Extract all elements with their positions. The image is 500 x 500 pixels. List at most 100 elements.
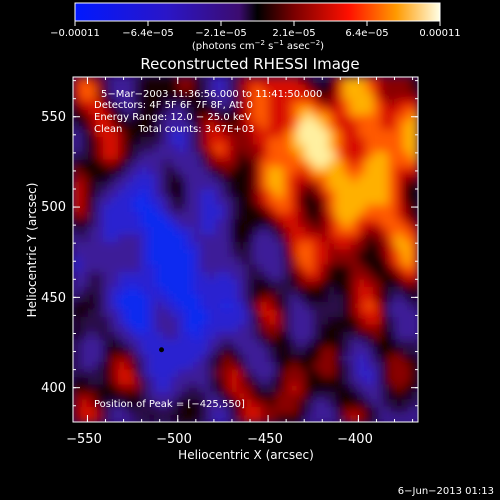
heat-cell [193, 392, 202, 401]
heat-cell [178, 249, 187, 258]
heat-cell [73, 309, 82, 318]
heat-cell [148, 384, 157, 393]
heat-cell [268, 144, 277, 153]
heat-cell [275, 114, 284, 123]
heat-cell [283, 332, 292, 341]
heat-cell [313, 219, 322, 228]
heat-cell [298, 174, 307, 183]
heat-cell [80, 384, 89, 393]
heat-cell [88, 137, 97, 146]
heat-cell [230, 414, 239, 422]
heat-cell [283, 287, 292, 296]
heat-cell [193, 234, 202, 243]
heat-cell [200, 249, 209, 258]
heat-cell [395, 182, 404, 191]
heat-cell [305, 92, 314, 101]
heat-cell [275, 129, 284, 138]
heat-cell [170, 369, 179, 378]
heat-cell [73, 407, 82, 416]
heat-cell [223, 302, 232, 311]
heat-cell [185, 272, 194, 281]
heat-cell [133, 212, 142, 221]
heat-cell [365, 272, 374, 281]
heat-cell [148, 287, 157, 296]
heat-cell [328, 107, 337, 116]
heat-cell [230, 294, 239, 303]
heat-cell [80, 242, 89, 251]
heat-cell [185, 249, 194, 258]
heat-cell [403, 159, 412, 168]
heat-cell [410, 384, 418, 393]
heat-cell [88, 347, 97, 356]
heat-cell [238, 287, 247, 296]
heat-cell [193, 144, 202, 153]
heat-cell [305, 309, 314, 318]
heat-cell [260, 204, 269, 213]
heat-cell [403, 354, 412, 363]
heat-cell [343, 324, 352, 333]
heat-cell [155, 182, 164, 191]
heat-cell [253, 242, 262, 251]
heat-cell [380, 257, 389, 266]
heat-cell [350, 407, 359, 416]
heat-cell [118, 302, 127, 311]
heat-cell [245, 362, 254, 371]
heat-cell [373, 414, 382, 422]
heat-cell [373, 197, 382, 206]
heat-cell [95, 227, 104, 236]
heat-cell [133, 257, 142, 266]
heat-cell [178, 287, 187, 296]
heat-cell [163, 159, 172, 168]
heat-cell [223, 377, 232, 386]
heat-cell [388, 242, 397, 251]
heat-cell [88, 144, 97, 153]
heat-cell [148, 294, 157, 303]
heat-cell [208, 144, 217, 153]
heat-cell [260, 197, 269, 206]
heat-cell [215, 242, 224, 251]
heat-cell [320, 99, 329, 108]
heat-cell [343, 354, 352, 363]
heat-cell [125, 144, 134, 153]
heat-cell [88, 362, 97, 371]
heat-cell [290, 167, 299, 176]
heat-cell [380, 294, 389, 303]
heat-cell [305, 204, 314, 213]
heat-cell [118, 377, 127, 386]
heat-cell [185, 279, 194, 288]
heat-cell [110, 294, 119, 303]
heat-cell [410, 77, 418, 86]
heat-cell [245, 407, 254, 416]
heat-cell [215, 272, 224, 281]
heat-cell [185, 182, 194, 191]
heat-cell [380, 197, 389, 206]
heat-cell [110, 414, 119, 422]
heat-cell [80, 114, 89, 123]
heat-cell [275, 264, 284, 273]
heat-cell [245, 242, 254, 251]
heat-cell [328, 167, 337, 176]
heat-cell [148, 339, 157, 348]
heat-cell [163, 174, 172, 183]
heat-cell [230, 84, 239, 93]
heat-cell [403, 227, 412, 236]
heat-cell [193, 99, 202, 108]
heat-cell [238, 272, 247, 281]
heat-cell [403, 294, 412, 303]
heat-cell [95, 234, 104, 243]
heat-cell [178, 272, 187, 281]
heat-cell [73, 392, 82, 401]
heat-cell [88, 152, 97, 161]
heat-cell [170, 204, 179, 213]
heat-cell [275, 302, 284, 311]
heat-cell [275, 272, 284, 281]
heat-cell [200, 197, 209, 206]
heat-cell [298, 107, 307, 116]
heat-cell [290, 354, 299, 363]
x-tick-label: −500 [156, 432, 192, 447]
heat-cell [365, 324, 374, 333]
heat-cell [200, 182, 209, 191]
heat-cell [223, 309, 232, 318]
heat-cell [238, 392, 247, 401]
heat-cell [290, 257, 299, 266]
